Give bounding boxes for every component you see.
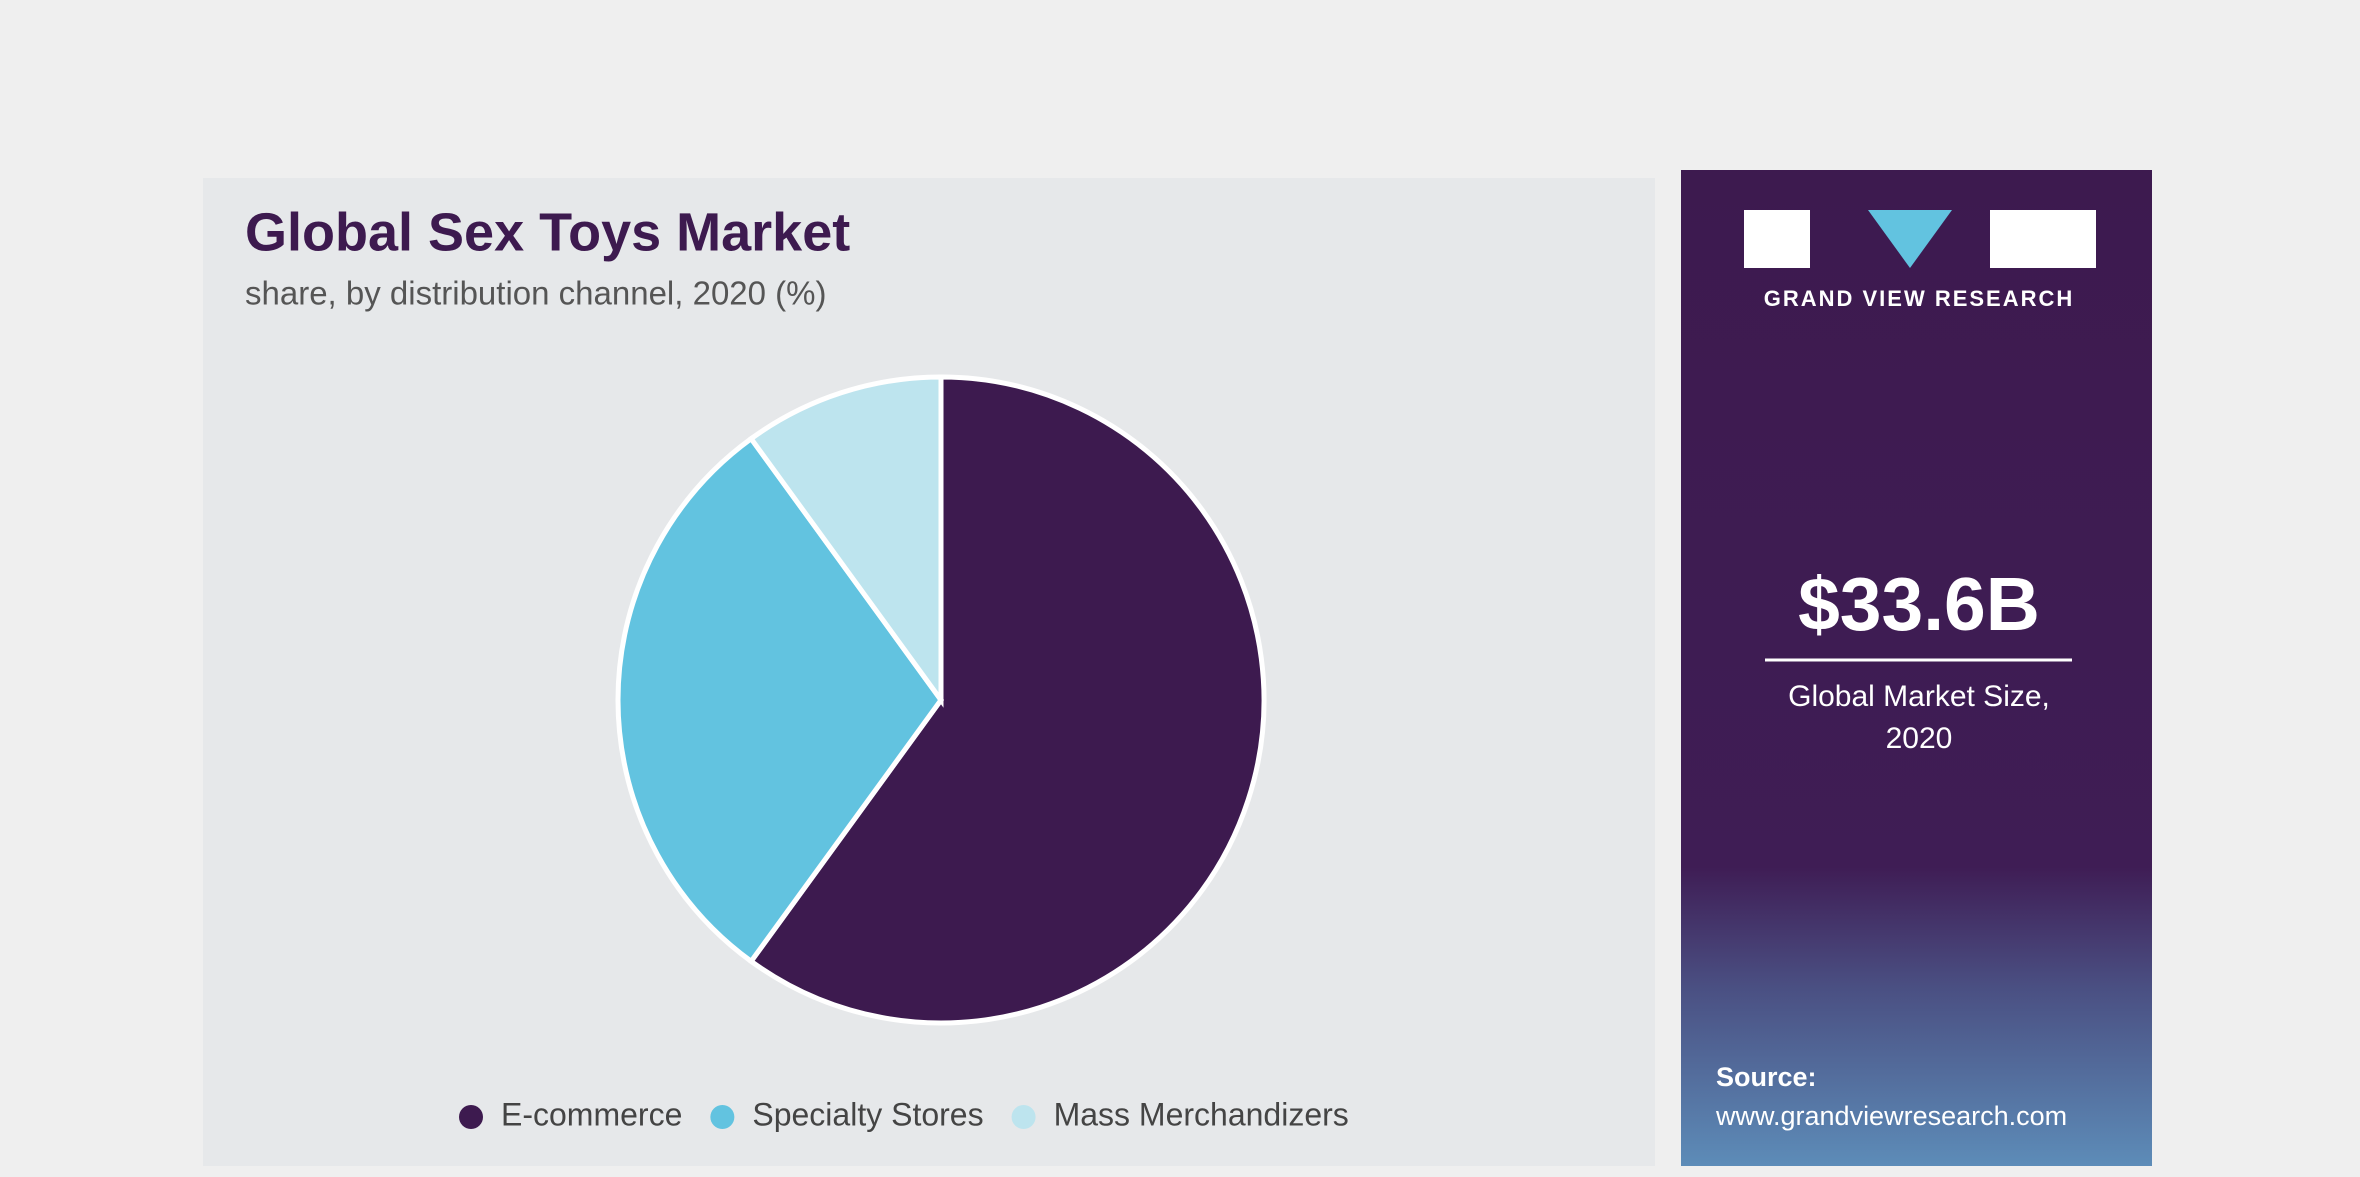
chart-title: Global Sex Toys Market <box>245 202 850 262</box>
pie-slice <box>747 374 944 708</box>
legend: E-commerce Specialty Stores Mass Merchandi… <box>459 1096 1349 1132</box>
pie <box>615 374 1267 1026</box>
logo-block <box>1744 210 1810 268</box>
sidebar <box>1681 170 2152 1166</box>
logo-block <box>1990 210 2096 268</box>
source-label: Source: <box>1716 1062 1817 1092</box>
legend-marker <box>710 1105 735 1129</box>
market-size: $33.6B <box>1798 562 2040 646</box>
legend-label: Specialty Stores <box>752 1096 983 1132</box>
market-size-caption: 2020 <box>1886 722 1953 755</box>
logo <box>1744 210 2096 268</box>
legend-marker <box>1011 1105 1036 1129</box>
legend-marker <box>459 1105 483 1129</box>
market-size-caption: Global Market Size, <box>1788 680 2050 713</box>
legend-label: Mass Merchandizers <box>1054 1096 1349 1132</box>
source-url: www.grandviewresearch.com <box>1715 1101 2067 1131</box>
logo-triangle <box>1868 210 1952 268</box>
chart-subtitle: share, by distribution channel, 2020 (%) <box>245 275 827 312</box>
brand-name: GRAND VIEW RESEARCH <box>1764 286 2075 311</box>
pie-slice <box>747 374 1267 1026</box>
pie-slice <box>615 435 945 965</box>
legend-label: E-commerce <box>501 1096 682 1132</box>
